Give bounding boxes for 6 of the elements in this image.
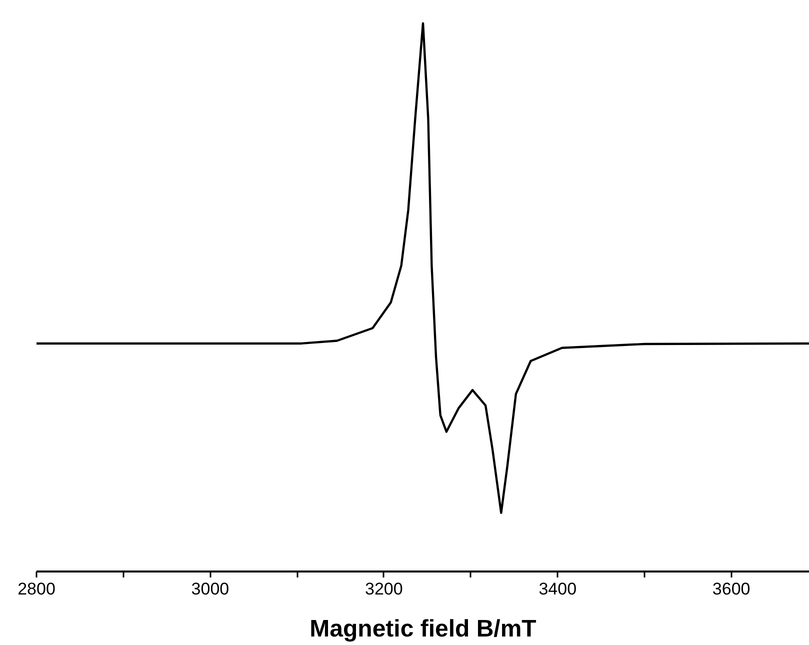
x-tick-label: 3400 <box>538 580 577 598</box>
x-axis-title: Magnetic field B/mT <box>310 616 537 642</box>
x-tick-label: 3200 <box>365 580 403 598</box>
x-tick-label: 3000 <box>191 580 230 598</box>
x-tick-label: 3600 <box>712 580 750 598</box>
x-tick-label: 2800 <box>18 580 56 598</box>
